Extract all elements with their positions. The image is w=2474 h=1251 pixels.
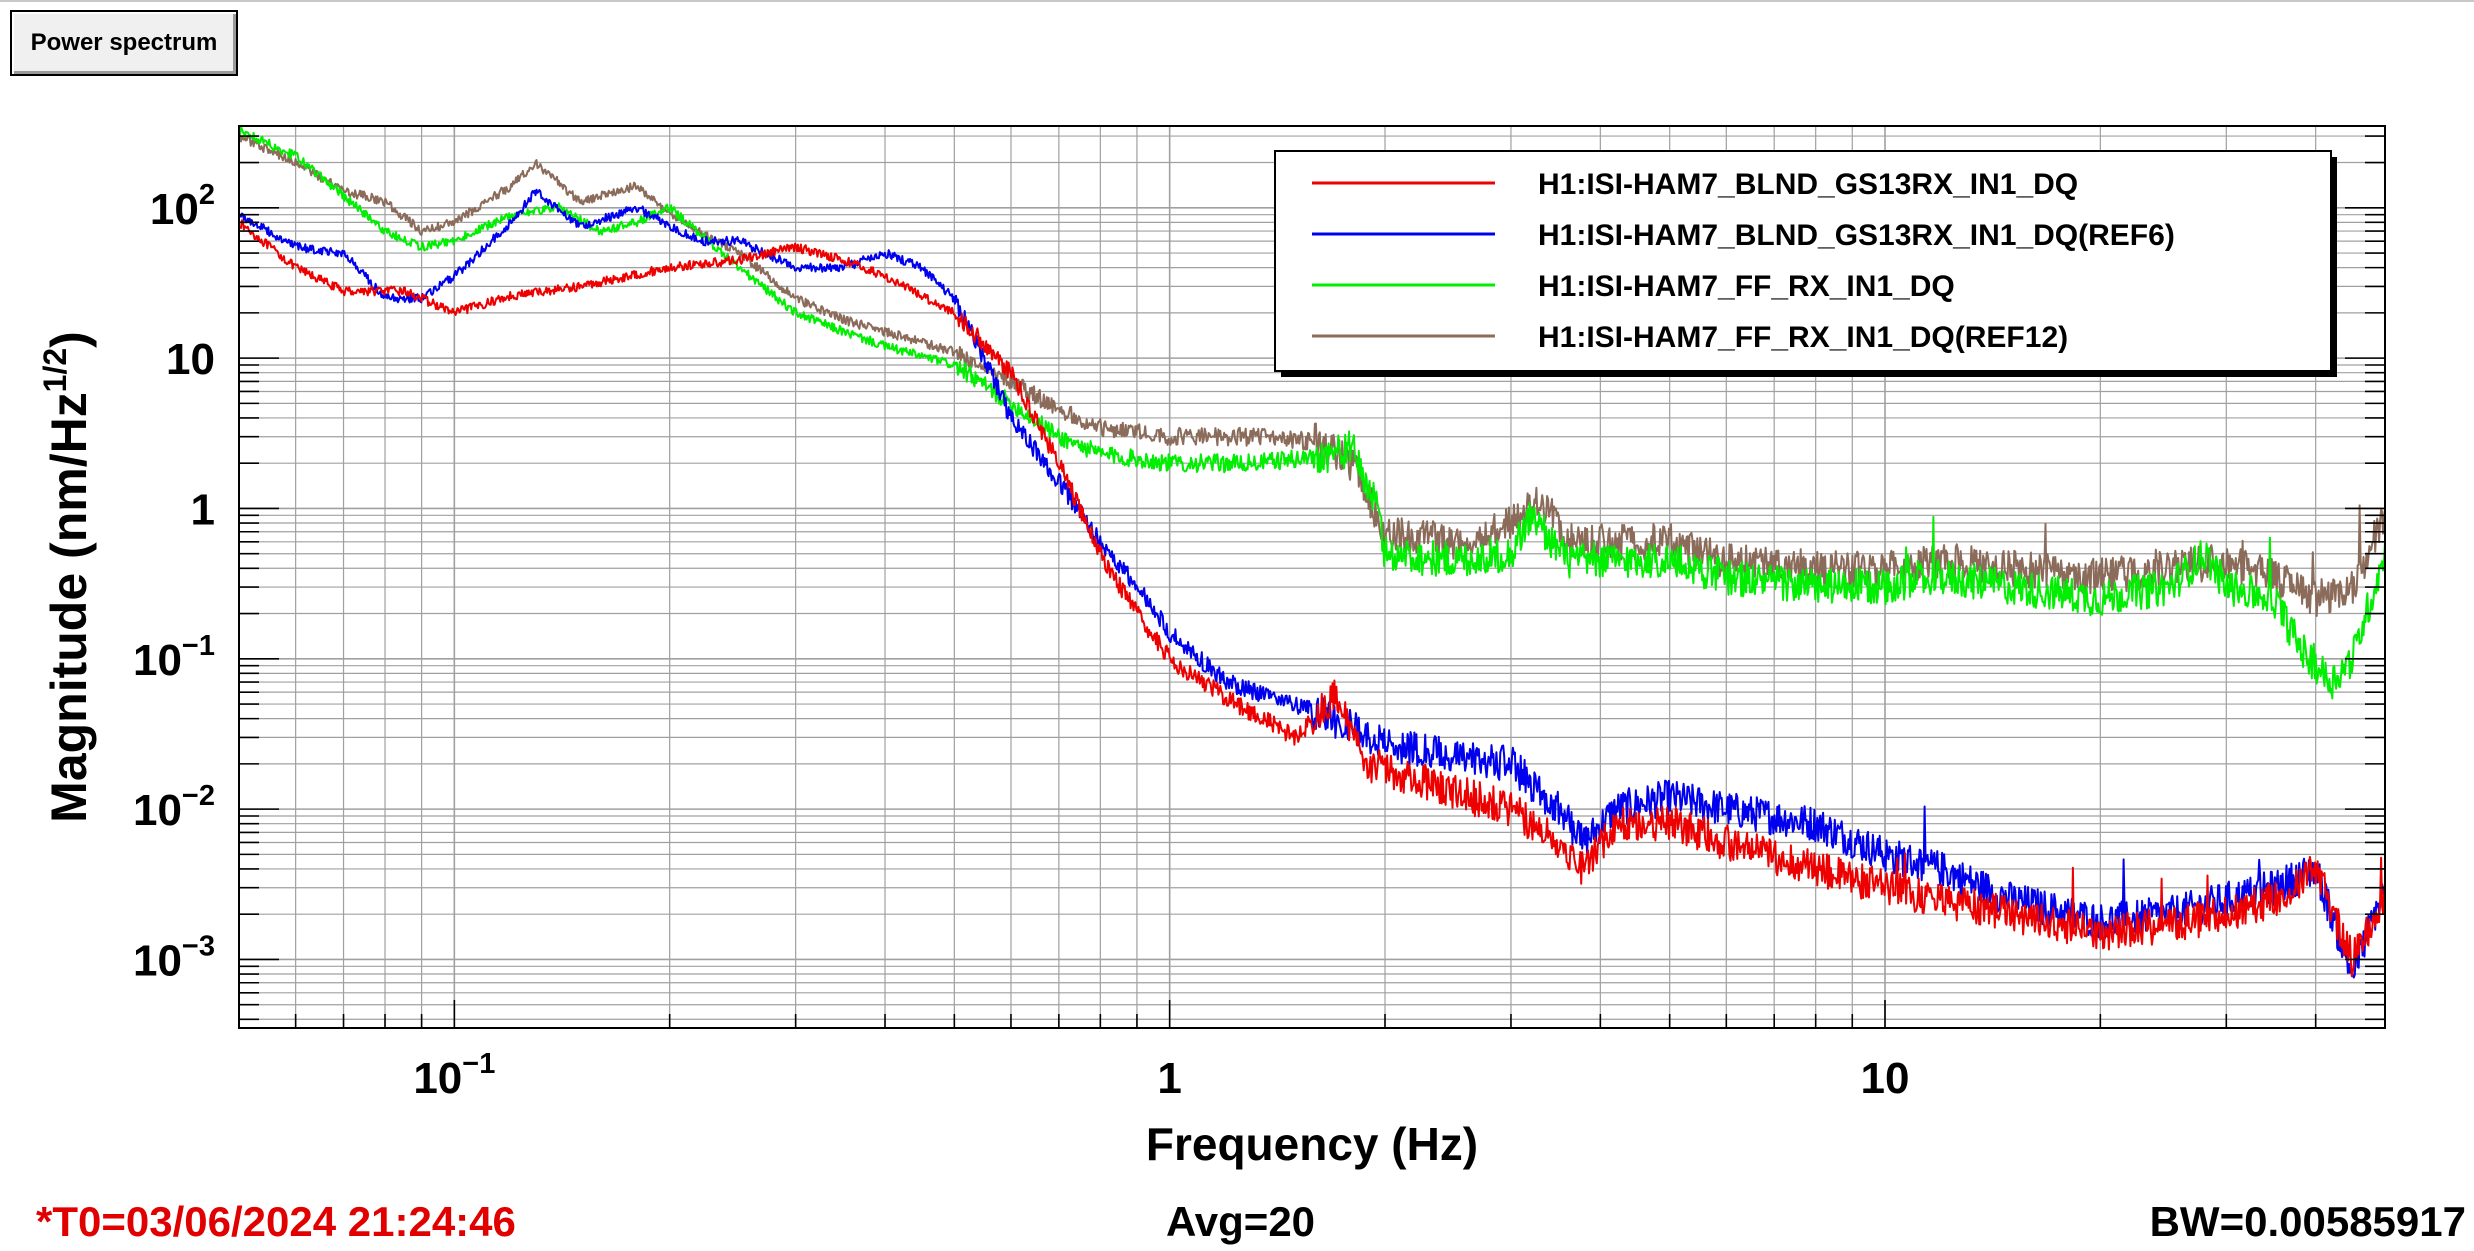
power-spectrum-tab-button[interactable]: Power spectrum: [10, 10, 238, 76]
legend-entry-label: H1:ISI-HAM7_BLND_GS13RX_IN1_DQ(REF6): [1538, 219, 2175, 252]
legend: H1:ISI-HAM7_BLND_GS13RX_IN1_DQ H1:ISI-HAM…: [1274, 150, 2337, 377]
legend-entry-label: H1:ISI-HAM7_FF_RX_IN1_DQ(REF12): [1538, 321, 2068, 354]
y-tick-label: 10−2: [133, 780, 215, 835]
series-line: [239, 219, 2385, 978]
legend-entry-label: H1:ISI-HAM7_BLND_GS13RX_IN1_DQ: [1538, 168, 2078, 201]
window-top-border: [0, 0, 2474, 2]
series-line: [239, 131, 2385, 617]
legend-entry-label: H1:ISI-HAM7_FF_RX_IN1_DQ: [1538, 270, 1955, 303]
x-axis-label: Frequency (Hz): [1146, 1118, 1478, 1170]
y-tick-label: 1: [191, 485, 215, 534]
y-axis-label: Magnitude (nm/Hz1/2): [37, 331, 97, 823]
plot-frame: [238, 125, 2386, 1029]
bandwidth-readout: BW=0.00585917: [2149, 1198, 2466, 1245]
series-line: [239, 126, 2385, 700]
y-tick-label: 102: [150, 179, 215, 234]
y-tick-label: 10−3: [133, 930, 215, 985]
x-tick-label: 10−1: [413, 1048, 495, 1103]
axis-ticks: [238, 135, 2386, 1028]
axis-tick-labels: 10−1 1 10 102 10 1 10−1 10−2 10−3: [133, 179, 1910, 1103]
average-count: Avg=20: [1166, 1198, 1316, 1245]
y-tick-label: 10−1: [133, 630, 215, 685]
legend-box: [1274, 150, 2332, 372]
series-group: [239, 126, 2385, 979]
series-line: [239, 188, 2385, 979]
x-tick-label: 1: [1157, 1054, 1181, 1103]
t0-timestamp: *T0=03/06/2024 21:24:46: [36, 1198, 516, 1245]
x-tick-label: 10: [1861, 1054, 1910, 1103]
y-tick-label: 10: [166, 335, 215, 384]
